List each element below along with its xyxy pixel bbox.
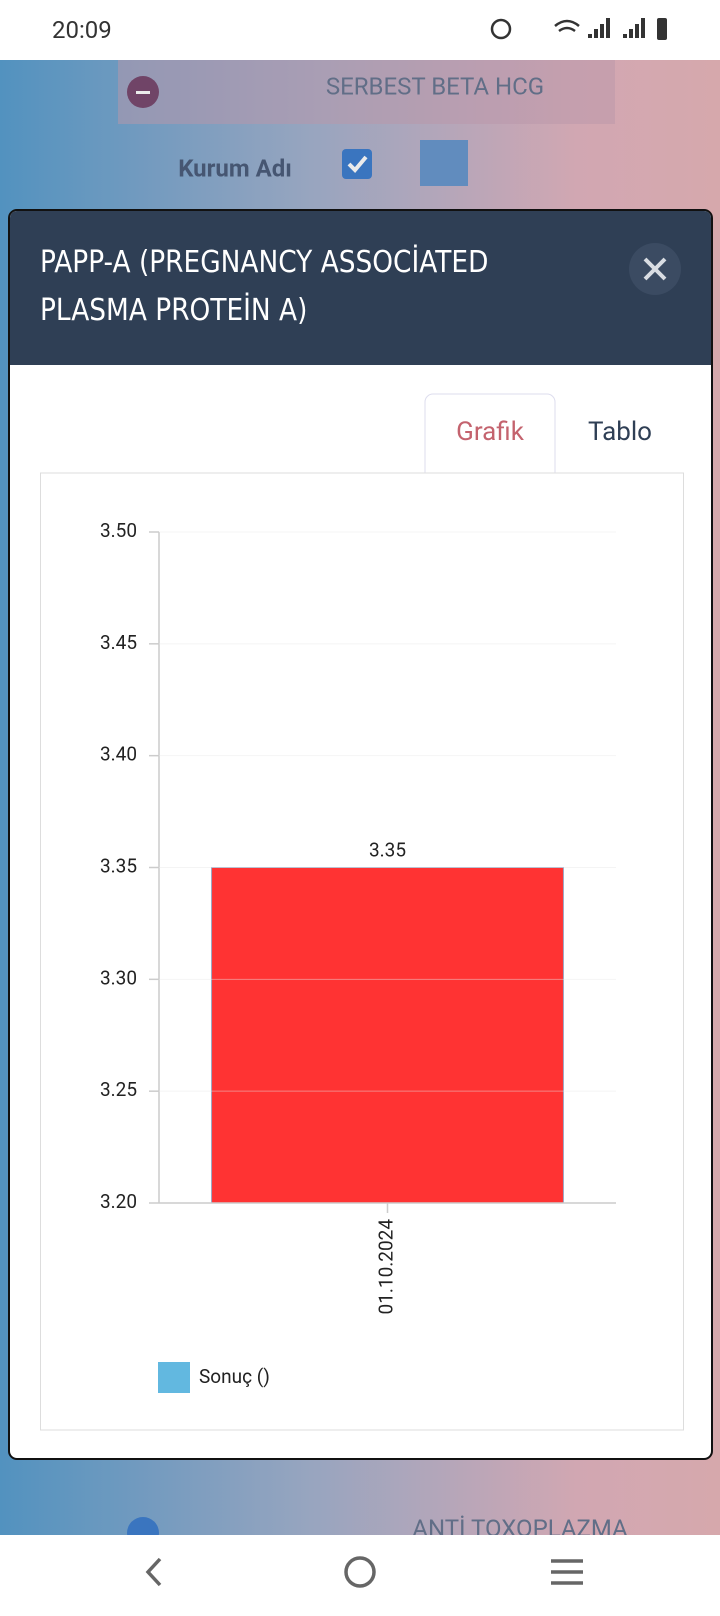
home-button[interactable] — [344, 1556, 376, 1588]
y-tick-label: 3.35 — [100, 855, 137, 878]
nav-icons — [145, 1556, 583, 1588]
y-tick-label: 3.40 — [100, 743, 137, 766]
building-icon — [420, 140, 468, 186]
nav-bar — [0, 1535, 720, 1612]
signal-2 — [623, 18, 645, 38]
close-button[interactable] — [627, 241, 683, 297]
legend-label: Sonuç () — [199, 1365, 270, 1388]
value-label: 3.35 — [369, 839, 406, 862]
institution-label: Kurum Adı — [178, 154, 292, 182]
signal-1 — [588, 18, 610, 38]
bar — [211, 867, 564, 1204]
tab-active[interactable] — [424, 393, 556, 473]
y-tick-label: 3.30 — [100, 966, 137, 989]
minus-icon — [136, 91, 150, 94]
alarm-icon — [490, 18, 512, 40]
modal-title: PAPP-A (PREGNANCY ASSOCİATED PLASMA PROT… — [40, 245, 489, 328]
close-icon — [643, 257, 667, 281]
modal: PAPP-A (PREGNANCY ASSOCİATED PLASMA PROT… — [8, 209, 713, 1460]
menu-button[interactable] — [551, 1559, 583, 1585]
modal-header: PAPP-A (PREGNANCY ASSOCİATED PLASMA PROT… — [10, 211, 711, 365]
card-header — [118, 60, 615, 124]
wifi-icon — [554, 19, 580, 33]
x-tick-label: 01.10.2024 — [375, 1219, 398, 1315]
tab-tablo[interactable]: Tablo — [588, 417, 652, 447]
status-icons — [490, 18, 667, 40]
chart: Grafik Tablo 3.35 3.20 3.25 3.30 3.35 3.40 3.4… — [40, 393, 684, 1431]
battery-icon — [657, 18, 667, 40]
y-tick-label: 3.50 — [100, 519, 137, 542]
legend-swatch — [158, 1362, 190, 1393]
check-icon — [347, 155, 368, 173]
y-tick-label: 3.45 — [100, 631, 137, 654]
y-tick-label: 3.20 — [100, 1190, 137, 1213]
status-bar: 20:09 — [0, 0, 720, 60]
tab-grafik[interactable]: Grafik — [456, 417, 525, 447]
clock: 20:09 — [52, 16, 112, 44]
back-button[interactable] — [145, 1557, 162, 1587]
y-tick-label: 3.25 — [100, 1078, 137, 1101]
card-title: SERBEST BETA HCG — [326, 72, 544, 100]
